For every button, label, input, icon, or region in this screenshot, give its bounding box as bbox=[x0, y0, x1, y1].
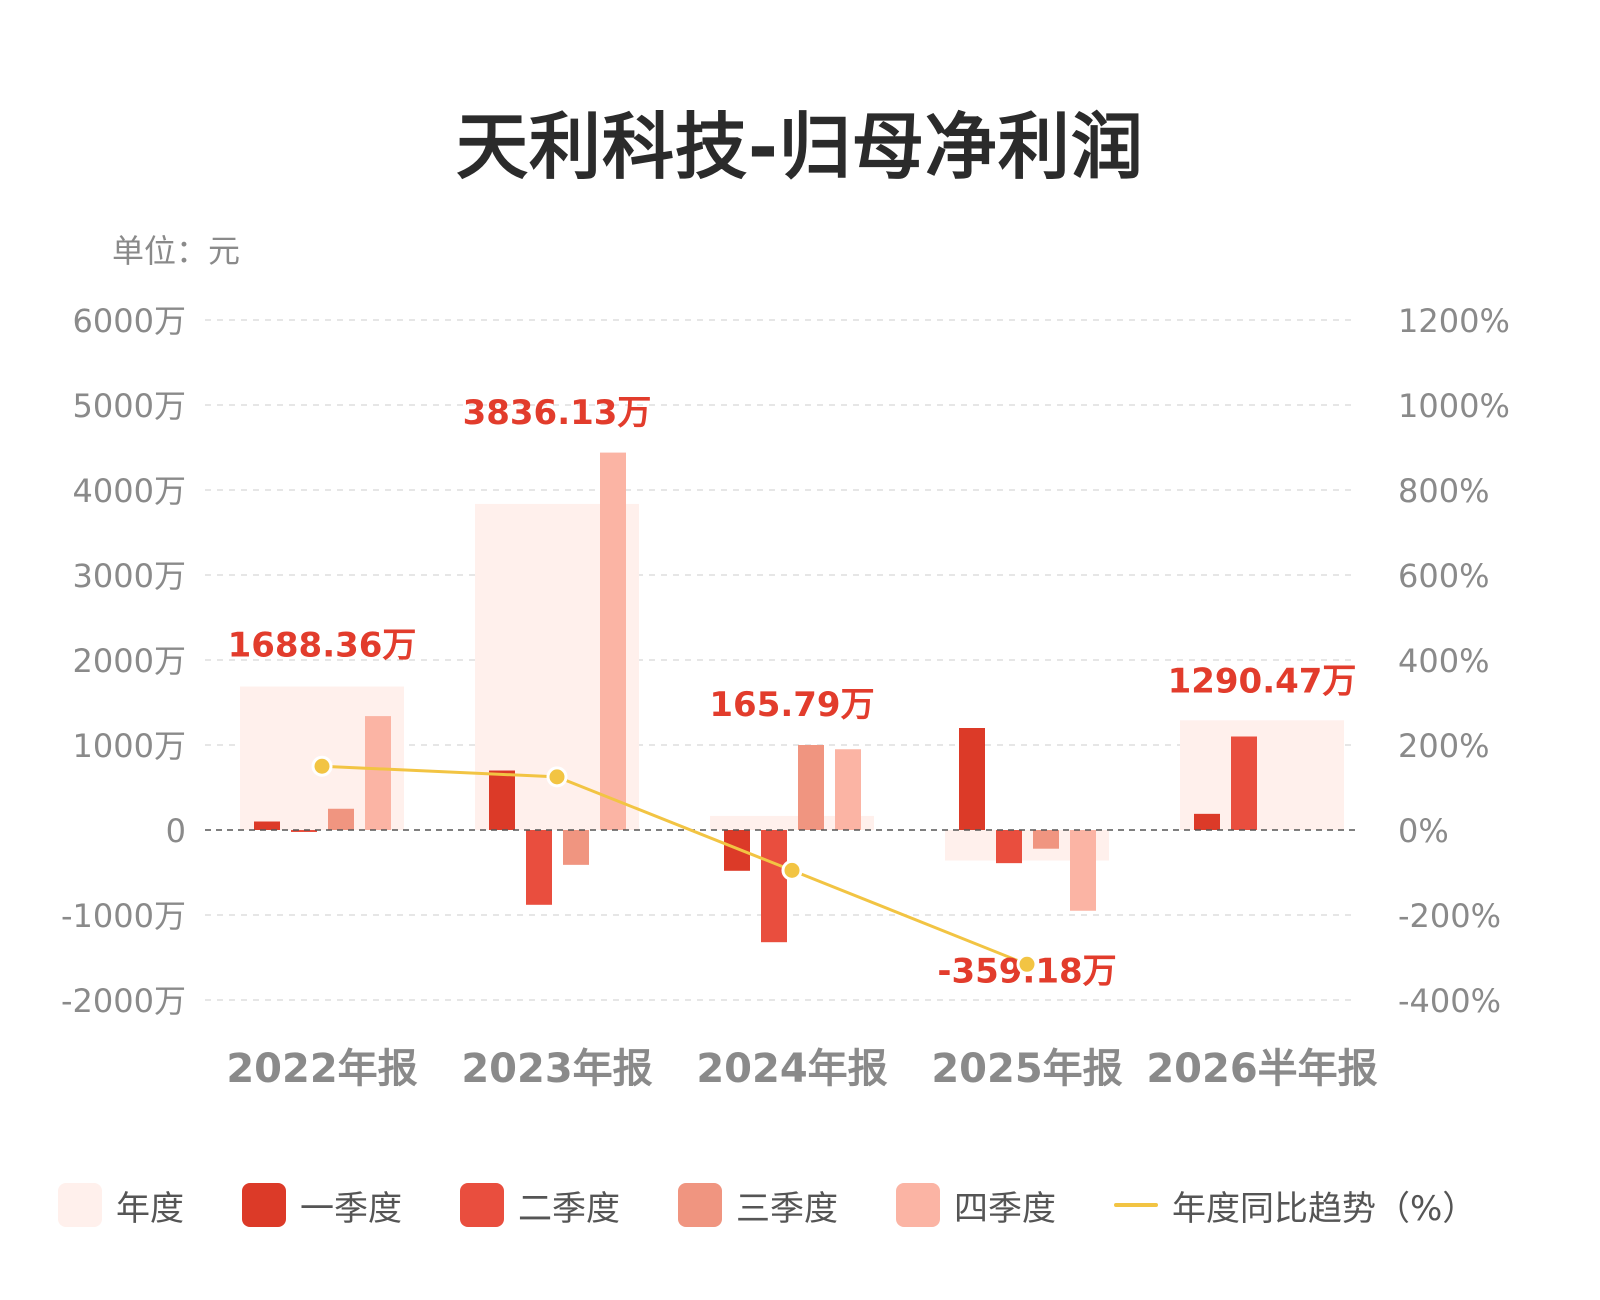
bar-q4 bbox=[365, 716, 391, 830]
y-right-tick-label: 200% bbox=[1398, 727, 1489, 765]
y-right-tick-label: -400% bbox=[1398, 982, 1501, 1020]
bar-q1 bbox=[959, 728, 985, 830]
bar-q1 bbox=[1194, 813, 1220, 830]
annual-value-label: 1290.47万 bbox=[1168, 661, 1357, 701]
yoy-line bbox=[321, 764, 1028, 966]
bar-q4 bbox=[835, 749, 861, 830]
bar-q2 bbox=[996, 830, 1022, 864]
bar-q1 bbox=[489, 770, 515, 830]
x-category-label: 2025年报 bbox=[931, 1046, 1122, 1092]
legend-label-yoy: 年度同比趋势（%） bbox=[1172, 1188, 1477, 1229]
bar-q3 bbox=[1033, 830, 1059, 849]
annual-bar bbox=[1180, 720, 1344, 830]
legend-swatch-q3 bbox=[678, 1183, 722, 1227]
x-category-label: 2026半年报 bbox=[1146, 1046, 1377, 1092]
x-category-label: 2023年报 bbox=[461, 1046, 652, 1092]
y-left-tick-label: 5000万 bbox=[73, 387, 186, 425]
legend-label-q3: 三季度 bbox=[736, 1188, 838, 1229]
y-left-tick-label: 1000万 bbox=[73, 727, 186, 765]
legend-swatch-annual bbox=[58, 1183, 102, 1227]
y-right-tick-label: 0% bbox=[1398, 812, 1449, 850]
bar-q4 bbox=[600, 452, 626, 830]
x-category-label: 2022年报 bbox=[226, 1046, 417, 1092]
y-right-tick-label: 400% bbox=[1398, 642, 1489, 680]
yoy-point bbox=[546, 766, 568, 788]
yoy-point bbox=[1016, 953, 1038, 975]
annual-value-label: 165.79万 bbox=[709, 685, 874, 725]
bar-q4 bbox=[1070, 830, 1096, 911]
legend-item-q1[interactable]: 一季度 bbox=[242, 1181, 402, 1230]
bar-q2 bbox=[1231, 736, 1257, 830]
legend-swatch-q4 bbox=[896, 1183, 940, 1227]
bar-q3 bbox=[328, 808, 354, 830]
bar-q2 bbox=[526, 830, 552, 905]
legend-item-yoy[interactable]: 年度同比趋势（%） bbox=[1114, 1181, 1476, 1230]
y-left-tick-label: 0 bbox=[166, 812, 186, 850]
legend-label-q4: 四季度 bbox=[954, 1188, 1056, 1229]
yoy-point bbox=[781, 859, 803, 881]
annual-value-label: 3836.13万 bbox=[463, 393, 652, 433]
y-left-tick-label: -2000万 bbox=[61, 982, 186, 1020]
bar-q1 bbox=[724, 830, 750, 871]
legend-item-q3[interactable]: 三季度 bbox=[678, 1181, 838, 1230]
legend-item-annual[interactable]: 年度 bbox=[58, 1181, 184, 1230]
legend-swatch-q2 bbox=[460, 1183, 504, 1227]
bar-q3 bbox=[798, 745, 824, 830]
y-right-tick-label: 1000% bbox=[1398, 387, 1510, 425]
y-left-tick-label: 4000万 bbox=[73, 472, 186, 510]
bar-q2 bbox=[291, 830, 317, 832]
bar-q3 bbox=[563, 830, 589, 865]
yoy-point bbox=[311, 755, 333, 777]
unit-label: 单位：元 bbox=[112, 232, 241, 270]
y-right-tick-label: 1200% bbox=[1398, 302, 1510, 340]
y-left-tick-label: 3000万 bbox=[73, 557, 186, 595]
annual-bar bbox=[710, 815, 874, 830]
legend-item-q4[interactable]: 四季度 bbox=[896, 1181, 1056, 1230]
y-right-tick-label: -200% bbox=[1398, 897, 1501, 935]
y-left-tick-label: -1000万 bbox=[61, 897, 186, 935]
y-left-tick-label: 6000万 bbox=[73, 302, 186, 340]
legend-label-q1: 一季度 bbox=[300, 1188, 402, 1229]
bar-q2 bbox=[761, 830, 787, 943]
legend: 年度 一季度 二季度 三季度 四季度 年度同比趋势（%） bbox=[58, 1180, 1558, 1230]
y-right-tick-label: 800% bbox=[1398, 472, 1489, 510]
legend-label-q2: 二季度 bbox=[518, 1188, 620, 1229]
legend-item-q2[interactable]: 二季度 bbox=[460, 1181, 620, 1230]
legend-label-annual: 年度 bbox=[116, 1188, 184, 1229]
y-left-tick-label: 2000万 bbox=[73, 642, 186, 680]
bar-q1 bbox=[254, 821, 280, 830]
y-right-tick-label: 600% bbox=[1398, 557, 1489, 595]
legend-swatch-q1 bbox=[242, 1183, 286, 1227]
annual-value-label: 1688.36万 bbox=[228, 625, 417, 665]
legend-line-yoy bbox=[1114, 1203, 1158, 1207]
chart-title: 天利科技-归母净利润 bbox=[456, 105, 1144, 189]
x-category-label: 2024年报 bbox=[696, 1046, 887, 1092]
